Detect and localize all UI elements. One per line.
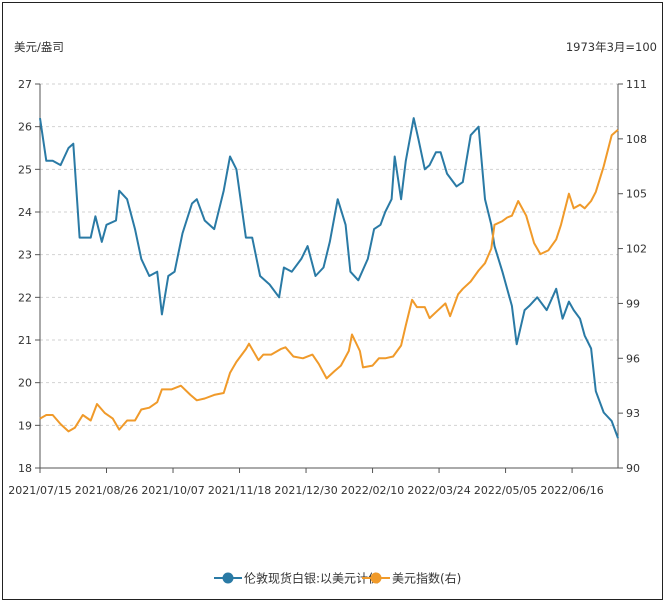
- right-tick-label: 96: [626, 352, 640, 365]
- grid-lines: [40, 83, 618, 426]
- axes: 18 19 20 21 22 23 24 25 26 27 90 93 96 99 102 105 108 111…: [8, 78, 647, 497]
- left-tick-label: 23: [18, 249, 32, 262]
- right-tick-label: 111: [626, 78, 647, 91]
- right-tick-label: 105: [626, 188, 647, 201]
- left-tick-label: 20: [18, 377, 32, 390]
- x-tick-label: 2021/11/18: [208, 484, 271, 497]
- left-tick-label: 24: [18, 206, 32, 219]
- x-tick-label: 2021/10/07: [141, 484, 204, 497]
- right-tick-label: 102: [626, 243, 647, 256]
- left-tick-label: 27: [18, 78, 32, 91]
- right-tick-label: 108: [626, 133, 647, 146]
- legend-marker-1: [222, 572, 234, 584]
- series-lines: [39, 117, 619, 439]
- left-tick-label: 18: [18, 462, 32, 475]
- x-tick-label: 2021/07/15: [8, 484, 71, 497]
- right-tick-label: 99: [626, 297, 640, 310]
- series-line-1: [39, 117, 619, 439]
- x-tick-label: 2022/05/05: [474, 484, 537, 497]
- series-line-2: [39, 128, 619, 433]
- legend-label-2: 美元指数(右): [392, 571, 461, 586]
- left-tick-label: 22: [18, 291, 32, 304]
- x-tick-label: 2022/02/10: [341, 484, 404, 497]
- x-tick-label: 2022/06/16: [540, 484, 603, 497]
- left-tick-label: 25: [18, 163, 32, 176]
- x-tick-label: 2022/03/24: [407, 484, 470, 497]
- right-axis-unit: 1973年3月=100: [566, 40, 657, 54]
- left-tick-label: 19: [18, 419, 32, 432]
- legend-marker-2: [370, 572, 382, 584]
- legend-label-1: 伦敦现货白银:以美元计价: [244, 571, 380, 586]
- right-tick-label: 90: [626, 462, 640, 475]
- right-tick-label: 93: [626, 407, 640, 420]
- left-tick-label: 26: [18, 121, 32, 134]
- left-axis-unit: 美元/盎司: [14, 40, 64, 54]
- x-tick-label: 2021/08/26: [75, 484, 138, 497]
- left-tick-label: 21: [18, 334, 32, 347]
- legend: 伦敦现货白银:以美元计价 美元指数(右): [214, 571, 461, 586]
- x-tick-label: 2021/12/30: [274, 484, 337, 497]
